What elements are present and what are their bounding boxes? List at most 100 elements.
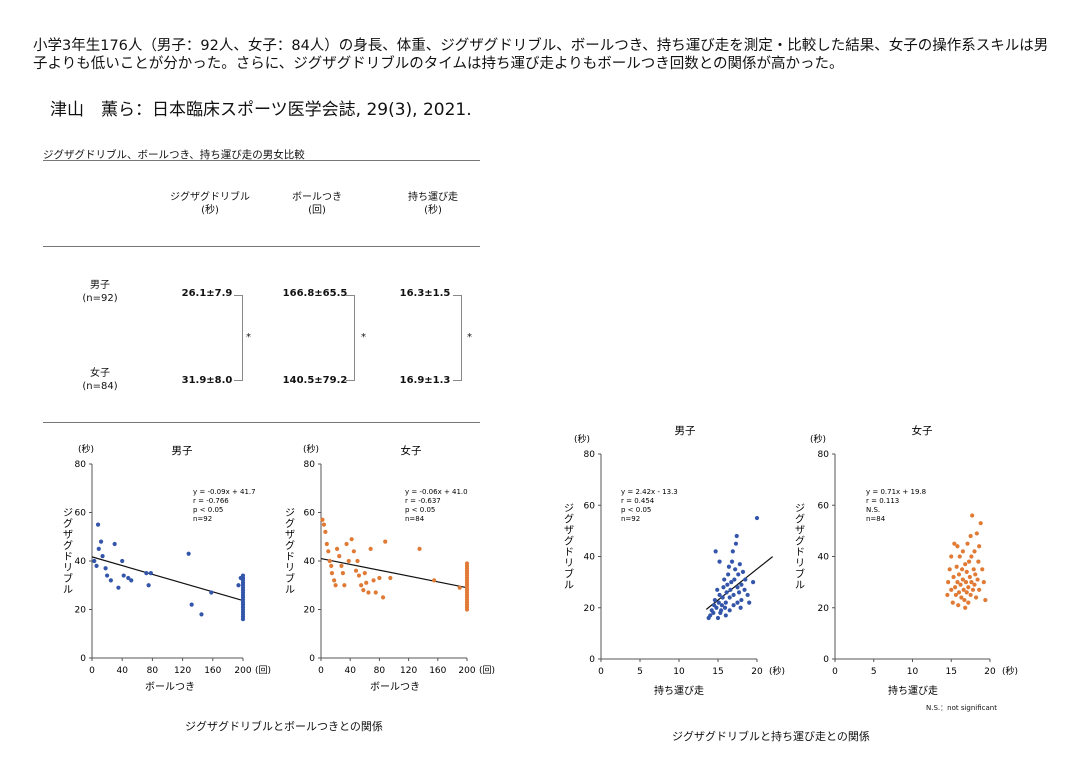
data-point (340, 571, 345, 576)
data-point (733, 567, 738, 572)
cell-boys-zigzag: 26.1±7.9 (181, 288, 233, 299)
chart-title: 男子 (172, 445, 193, 457)
x-tick-label: 5 (637, 667, 643, 677)
y-unit: (秒) (303, 443, 319, 455)
col-header-zigzag: ジグザグドリブル (秒) (170, 192, 250, 216)
data-point (362, 571, 367, 576)
data-point (981, 580, 986, 585)
significance-star: * (361, 332, 366, 343)
data-point (339, 563, 344, 568)
data-point (726, 572, 731, 577)
data-point (351, 549, 356, 554)
data-point (364, 580, 369, 585)
data-point (373, 590, 378, 595)
y-tick-label: 60 (818, 501, 830, 511)
data-point (946, 580, 951, 585)
data-point (329, 563, 334, 568)
y-tick-label: 20 (584, 604, 596, 614)
y-tick-label: 20 (75, 606, 87, 616)
x-axis-label: 持ち運び走 (654, 684, 704, 697)
chart-title: 女子 (912, 424, 933, 437)
data-point (953, 585, 958, 590)
significance-star: * (246, 332, 251, 343)
y-tick-label: 0 (823, 655, 829, 665)
data-point (754, 515, 760, 521)
x-tick-label: 20 (984, 667, 996, 677)
stats-annotation: y = -0.09x + 41.7 (193, 488, 256, 496)
x-axis-label: 持ち運び走 (888, 684, 938, 697)
data-point (721, 585, 726, 590)
caption-left: ジグザグドリブルとボールつきとの関係 (185, 720, 383, 733)
data-point (714, 605, 719, 610)
data-point (103, 566, 108, 571)
data-point (349, 537, 354, 542)
significance-bracket (453, 295, 462, 381)
data-point (121, 573, 126, 578)
data-point (732, 577, 737, 582)
stats-annotation: p < 0.05 (621, 506, 651, 514)
x-tick-label: 160 (429, 666, 446, 676)
data-point (955, 580, 960, 585)
data-point (720, 595, 725, 600)
y-unit: (秒) (810, 433, 826, 445)
data-point (949, 587, 954, 592)
col-header-ball: ボールつき (回) (292, 192, 342, 216)
y-tick-label: 60 (75, 509, 87, 519)
x-tick-label: 120 (174, 666, 191, 676)
stats-annotation: p < 0.05 (193, 506, 223, 514)
data-point (968, 533, 973, 539)
data-point (972, 582, 977, 587)
y-tick-label: 20 (304, 606, 316, 616)
data-point (353, 568, 359, 573)
data-point (963, 562, 968, 567)
x-tick-label: 160 (204, 666, 221, 676)
x-tick-label: 200 (234, 666, 251, 676)
data-point (751, 580, 756, 585)
y-tick-label: 20 (818, 604, 830, 614)
data-point (970, 587, 976, 592)
data-point (738, 605, 743, 610)
data-point (960, 577, 965, 582)
data-point (366, 590, 371, 595)
data-point (972, 549, 977, 554)
data-point (100, 554, 105, 559)
data-point (712, 597, 717, 603)
y-tick-label: 80 (584, 450, 596, 460)
data-point (974, 531, 979, 536)
data-point (717, 559, 722, 564)
y-unit: (秒) (574, 433, 590, 445)
data-point (977, 587, 982, 592)
data-point (975, 577, 980, 582)
data-point (960, 549, 965, 554)
data-point (961, 587, 966, 592)
data-point (978, 521, 983, 526)
data-point (723, 613, 728, 618)
data-point (951, 574, 956, 580)
data-point (371, 578, 376, 583)
data-point (105, 573, 110, 578)
data-point (960, 567, 965, 572)
data-point (464, 561, 470, 566)
y-axis-label: ジグザグドリブル (63, 508, 73, 596)
data-point (148, 571, 153, 576)
x-unit: (秒) (769, 665, 785, 677)
cell-girls-carry: 16.9±1.3 (399, 375, 451, 386)
data-point (739, 597, 744, 603)
data-point (966, 600, 971, 605)
data-point (327, 558, 332, 564)
data-point (728, 587, 733, 592)
data-point (236, 583, 241, 588)
data-point (953, 592, 959, 598)
stats-annotation: r = 0.113 (866, 497, 899, 505)
data-point (949, 554, 954, 559)
regression-line (91, 556, 244, 602)
data-point (321, 522, 327, 527)
data-point (96, 546, 101, 551)
x-tick-label: 10 (673, 667, 685, 677)
x-tick-label: 0 (598, 667, 604, 677)
regression-line (320, 557, 468, 589)
data-point (92, 558, 97, 564)
